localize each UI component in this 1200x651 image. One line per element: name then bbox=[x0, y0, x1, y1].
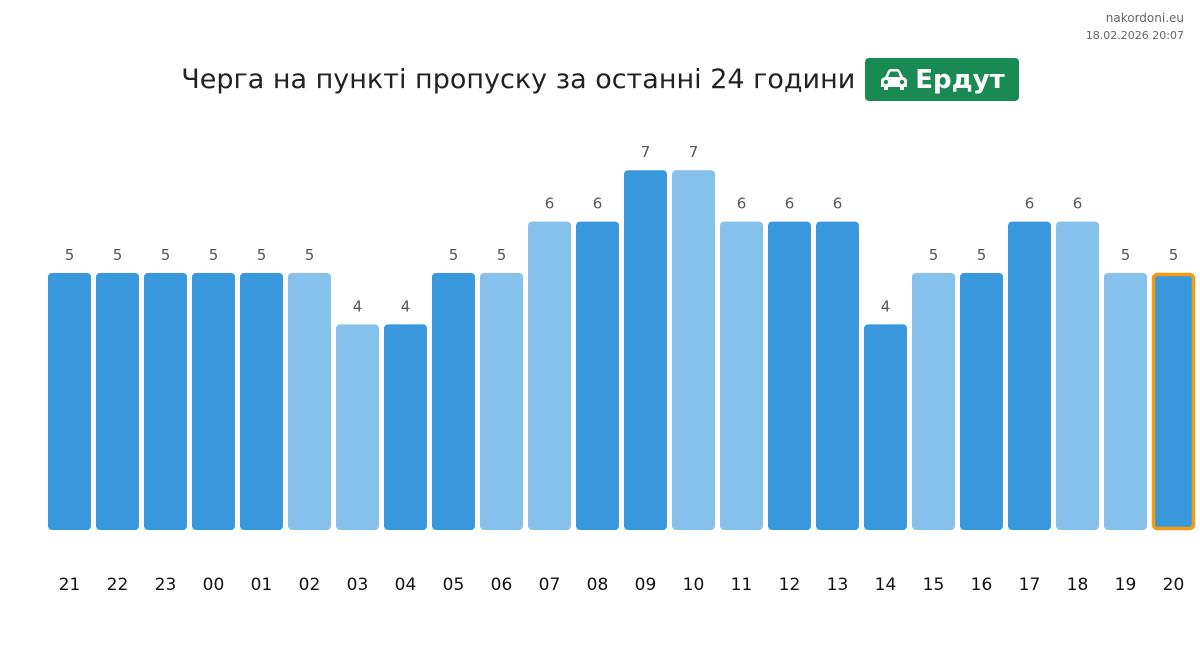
value-label-04: 4 bbox=[401, 297, 411, 315]
category-label-06: 06 bbox=[491, 575, 513, 595]
bar-15 bbox=[912, 273, 955, 530]
category-label-16: 16 bbox=[971, 575, 993, 595]
category-label-04: 04 bbox=[395, 575, 417, 595]
value-label-09: 7 bbox=[641, 143, 651, 161]
crossing-name: Ердут bbox=[915, 64, 1005, 95]
category-label-08: 08 bbox=[587, 575, 609, 595]
bar-01 bbox=[240, 273, 283, 530]
source-site: nakordoni.eu bbox=[1105, 11, 1184, 25]
bar-14 bbox=[864, 324, 907, 530]
bar-00 bbox=[192, 273, 235, 530]
category-label-23: 23 bbox=[155, 575, 177, 595]
category-label-12: 12 bbox=[779, 575, 801, 595]
category-label-20: 20 bbox=[1163, 575, 1185, 595]
bar-18 bbox=[1056, 221, 1099, 530]
source-info: nakordoni.eu 18.02.2026 20:07 bbox=[1086, 10, 1184, 44]
chart-title: Черга на пункті пропуску за останні 24 г… bbox=[181, 64, 856, 95]
value-label-23: 5 bbox=[161, 246, 171, 264]
value-label-12: 6 bbox=[785, 195, 795, 213]
bar-05 bbox=[432, 273, 475, 530]
category-label-03: 03 bbox=[347, 575, 369, 595]
value-label-11: 6 bbox=[737, 195, 747, 213]
bar-09 bbox=[624, 170, 667, 530]
value-label-21: 5 bbox=[65, 246, 75, 264]
car-icon bbox=[881, 68, 908, 90]
value-label-05: 5 bbox=[449, 246, 459, 264]
bar-07 bbox=[528, 221, 571, 530]
bar-16 bbox=[960, 273, 1003, 530]
value-label-02: 5 bbox=[305, 246, 315, 264]
category-label-22: 22 bbox=[107, 575, 129, 595]
bar-02 bbox=[288, 273, 331, 530]
value-label-01: 5 bbox=[257, 246, 267, 264]
bar-08 bbox=[576, 221, 619, 530]
bar-12 bbox=[768, 221, 811, 530]
bar-17 bbox=[1008, 221, 1051, 530]
value-label-20: 5 bbox=[1169, 246, 1179, 264]
bar-06 bbox=[480, 273, 523, 530]
bar-19 bbox=[1104, 273, 1147, 530]
value-label-06: 5 bbox=[497, 246, 507, 264]
category-label-10: 10 bbox=[683, 575, 705, 595]
category-label-02: 02 bbox=[299, 575, 321, 595]
value-label-07: 6 bbox=[545, 195, 555, 213]
value-label-14: 4 bbox=[881, 297, 891, 315]
value-label-15: 5 bbox=[929, 246, 939, 264]
bar-10 bbox=[672, 170, 715, 530]
queue-bar-chart: 5 21 5 22 5 23 5 00 5 01 5 02 4 03 4 04 5 05 5 06 6 07 6 08 7 09 7… bbox=[48, 143, 1196, 595]
category-label-01: 01 bbox=[251, 575, 273, 595]
category-label-17: 17 bbox=[1019, 575, 1041, 595]
value-label-19: 5 bbox=[1121, 246, 1131, 264]
category-label-00: 00 bbox=[203, 575, 225, 595]
bar-23 bbox=[144, 273, 187, 530]
crossing-badge: Ердут bbox=[865, 58, 1019, 101]
value-label-16: 5 bbox=[977, 246, 987, 264]
chart-heading: Черга на пункті пропуску за останні 24 г… bbox=[0, 58, 1200, 101]
value-label-03: 4 bbox=[353, 297, 363, 315]
category-label-05: 05 bbox=[443, 575, 465, 595]
bar-04 bbox=[384, 324, 427, 530]
bar-20 bbox=[1151, 272, 1196, 531]
category-label-07: 07 bbox=[539, 575, 561, 595]
bar-21 bbox=[48, 273, 91, 530]
value-label-17: 6 bbox=[1025, 195, 1035, 213]
value-label-00: 5 bbox=[209, 246, 219, 264]
category-label-19: 19 bbox=[1115, 575, 1137, 595]
category-label-11: 11 bbox=[731, 575, 753, 595]
category-label-21: 21 bbox=[59, 575, 81, 595]
category-label-15: 15 bbox=[923, 575, 945, 595]
value-label-13: 6 bbox=[833, 195, 843, 213]
category-label-14: 14 bbox=[875, 575, 897, 595]
category-label-09: 09 bbox=[635, 575, 657, 595]
bar-22 bbox=[96, 273, 139, 530]
value-label-10: 7 bbox=[689, 143, 699, 161]
source-timestamp: 18.02.2026 20:07 bbox=[1085, 29, 1184, 42]
value-label-18: 6 bbox=[1073, 195, 1083, 213]
value-label-08: 6 bbox=[593, 195, 603, 213]
bar-03 bbox=[336, 324, 379, 530]
category-label-13: 13 bbox=[827, 575, 849, 595]
value-label-22: 5 bbox=[113, 246, 123, 264]
bar-11 bbox=[720, 221, 763, 530]
category-label-18: 18 bbox=[1067, 575, 1089, 595]
bar-13 bbox=[816, 221, 859, 530]
